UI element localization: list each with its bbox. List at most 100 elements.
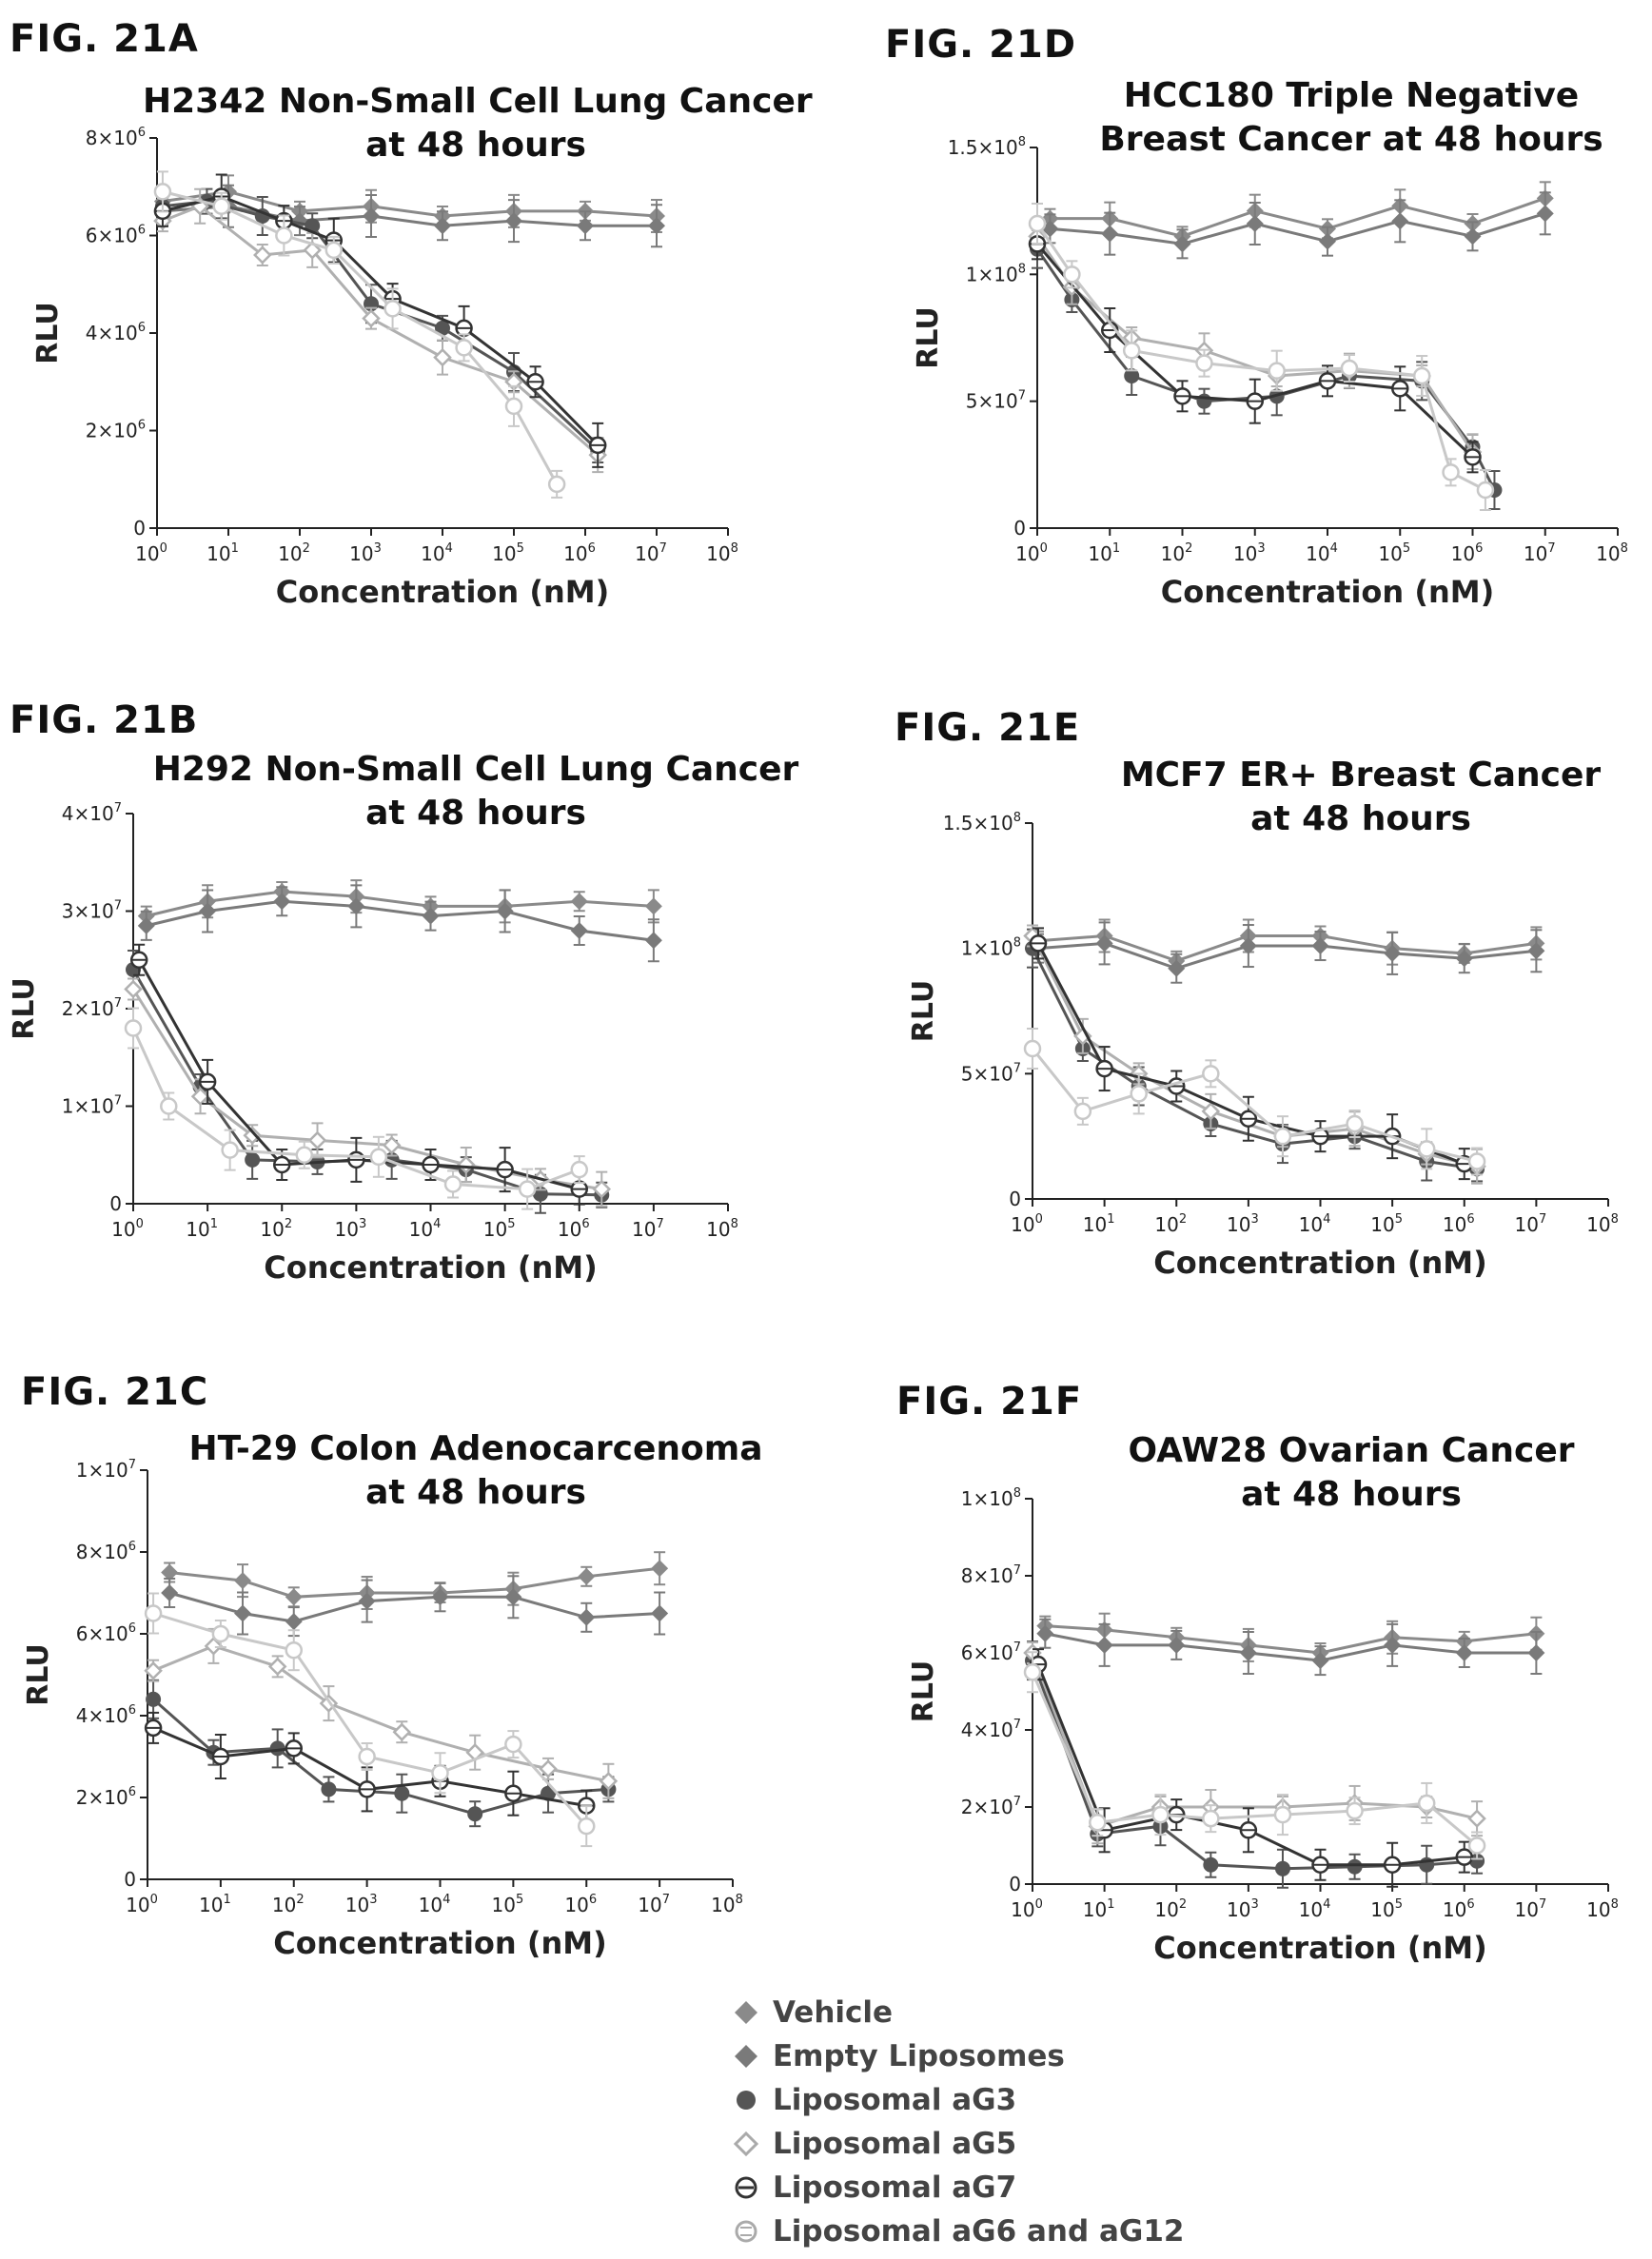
x-tick-label: 108 <box>706 1217 738 1241</box>
x-tick-label: 105 <box>483 1217 516 1241</box>
x-tick-label: 107 <box>632 1217 664 1241</box>
y-tick-label: 8×106 <box>86 126 146 149</box>
crossed-circle-icon <box>735 2176 757 2199</box>
data-point <box>392 1722 412 1741</box>
x-tick-label: 104 <box>1299 1897 1331 1921</box>
fig-label: FIG. 21E <box>895 706 1081 750</box>
chart-title: OAW28 Ovarian Cancer at 48 hours <box>1085 1429 1618 1517</box>
y-axis-label: RLU <box>31 302 65 364</box>
x-axis-label: Concentration (nM) <box>264 1249 597 1286</box>
x-tick-label: 105 <box>1378 541 1410 565</box>
data-point <box>1311 1652 1329 1670</box>
data-point <box>124 1019 143 1037</box>
data-point <box>1319 232 1336 250</box>
data-point <box>644 897 662 915</box>
chart-title-line-1: H2342 Non-Small Cell Lung Cancer <box>143 82 813 121</box>
x-tick-label: 107 <box>638 1893 670 1916</box>
y-tick-label: 0 <box>1009 1188 1021 1210</box>
x-tick-label: 104 <box>409 1217 442 1241</box>
data-point <box>1203 1856 1219 1873</box>
data-point <box>204 1637 224 1656</box>
x-tick-label: 107 <box>1515 1212 1547 1236</box>
series-line <box>1036 942 1465 1166</box>
chart-title-line-2: at 48 hours <box>365 794 586 833</box>
data-point <box>363 207 380 225</box>
y-axis-label: RLU <box>22 1643 55 1706</box>
y-tick-label: 0 <box>124 1868 136 1891</box>
data-point <box>504 1588 522 1606</box>
legend-label: Liposomal aG6 and aG12 <box>773 2214 1185 2249</box>
y-tick-label: 8×107 <box>961 1563 1021 1587</box>
data-point <box>273 893 291 911</box>
diamond-icon <box>735 2001 757 2024</box>
data-point <box>1239 1644 1257 1661</box>
x-tick-label: 104 <box>421 541 453 565</box>
x-tick-label: 100 <box>111 1217 144 1241</box>
x-axis-label: Concentration (nM) <box>1153 1245 1486 1281</box>
data-point <box>539 1759 558 1778</box>
series-vehicle <box>161 1551 669 1610</box>
x-tick-label: 102 <box>1154 1212 1187 1236</box>
chart-title: HT-29 Colon Adenocarcenoma at 48 hours <box>162 1427 790 1515</box>
x-axis-label: Concentration (nM) <box>1153 1930 1486 1966</box>
x-tick-label: 100 <box>126 1893 158 1916</box>
chart-title-line-1: MCF7 ER+ Breast Cancer <box>1120 756 1602 795</box>
data-point <box>1527 1644 1545 1661</box>
legend-label: Empty Liposomes <box>773 2039 1065 2073</box>
chart-title-line-2: at 48 hours <box>1241 1475 1462 1514</box>
data-point <box>578 1817 596 1836</box>
data-point <box>369 1148 388 1167</box>
series-line <box>1031 947 1478 1170</box>
chart-title-line-2: at 48 hours <box>365 1473 586 1512</box>
data-point <box>433 347 452 367</box>
y-tick-label: 4×107 <box>62 801 122 825</box>
y-axis-label: RLU <box>907 1660 940 1723</box>
x-tick-label: 102 <box>1161 541 1193 565</box>
series-line <box>1045 1624 1537 1655</box>
x-tick-label: 107 <box>1515 1897 1547 1921</box>
x-tick-label: 100 <box>1011 1897 1043 1921</box>
series-line <box>162 189 658 218</box>
data-point <box>1442 463 1460 481</box>
data-point <box>362 308 381 328</box>
data-point <box>422 907 440 925</box>
series-line <box>131 1027 580 1191</box>
y-tick-label: 2×106 <box>86 419 146 442</box>
series-line <box>146 899 655 942</box>
series-vehicle <box>1041 181 1554 247</box>
data-point <box>518 1180 537 1198</box>
data-point <box>1095 934 1113 953</box>
series-liposomal-ag6-and-ag12 <box>1028 203 1495 511</box>
x-axis-label: Concentration (nM) <box>1161 574 1494 610</box>
data-point <box>1063 265 1081 284</box>
series-line <box>162 189 559 485</box>
data-point <box>253 246 272 265</box>
legend-label: Liposomal aG5 <box>773 2127 1017 2161</box>
x-tick-label: 106 <box>564 1893 597 1916</box>
data-point <box>382 1135 402 1155</box>
x-tick-label: 105 <box>492 1893 524 1916</box>
chart-21c: 0 2×106 4×106 6×106 8×106 1×107 100 101 102 103 10… <box>22 1458 743 1961</box>
chart-title-line-1: HT-29 Colon Adenocarcenoma <box>188 1429 763 1468</box>
y-tick-label: 0 <box>1009 1873 1021 1896</box>
data-point <box>1028 214 1047 233</box>
data-point <box>435 320 450 336</box>
legend-label: Liposomal aG3 <box>773 2083 1017 2117</box>
chart-21a: 0 2×106 4×106 6×106 8×106 100 101 102 103 104 105 1… <box>31 126 738 610</box>
data-point <box>577 217 594 235</box>
series-line <box>162 205 657 227</box>
series-liposomal-ag7 <box>129 943 588 1206</box>
chart-title-line-2: Breast Cancer at 48 hours <box>1099 120 1603 159</box>
legend-item: Liposomal aG3 <box>733 2078 1184 2122</box>
data-point <box>547 475 566 494</box>
x-tick-label: 104 <box>1299 1212 1331 1236</box>
x-tick-label: 103 <box>1227 1897 1259 1921</box>
series-vehicle <box>137 879 662 927</box>
series-line <box>1037 933 1537 963</box>
data-point <box>211 1624 230 1643</box>
series-liposomal-ag6-and-ag12 <box>144 1592 596 1848</box>
chart-title: MCF7 ER+ Breast Cancer at 48 hours <box>1075 754 1646 841</box>
data-point <box>1023 1039 1042 1058</box>
data-point <box>212 197 230 215</box>
x-tick-label: 105 <box>492 541 524 565</box>
